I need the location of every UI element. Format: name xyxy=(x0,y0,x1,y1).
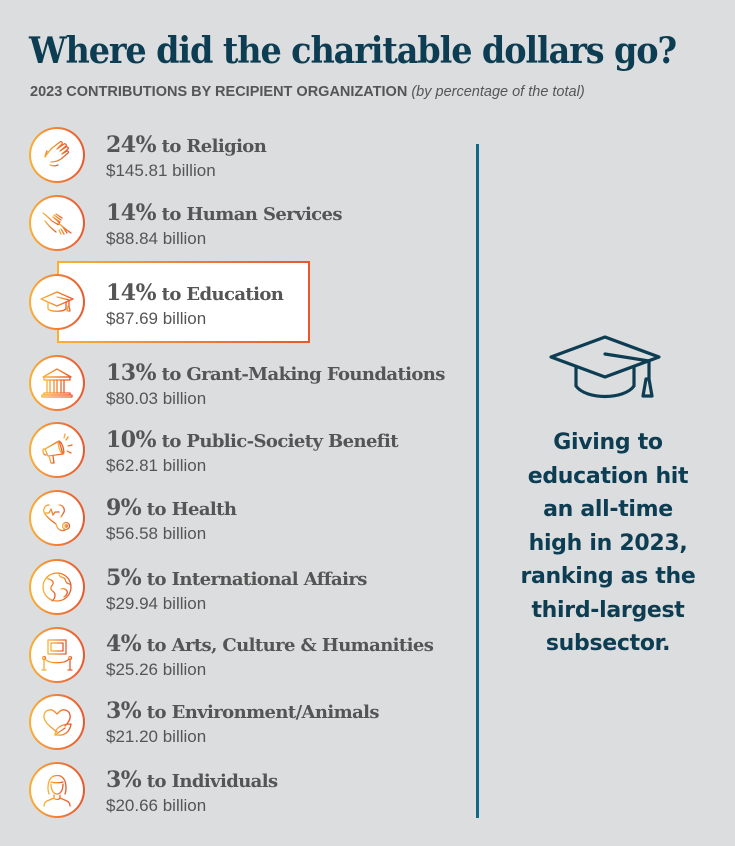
subtitle-note: (by percentage of the total) xyxy=(411,84,585,100)
list-item-arts-culture-humanities: 4% to Arts, Culture & Humanities $25.26 … xyxy=(0,0,460,683)
item-amount: $56.58 billion xyxy=(106,524,207,543)
item-amount: $20.66 billion xyxy=(106,796,207,815)
person-icon xyxy=(29,762,85,818)
item-amount: $29.94 billion xyxy=(106,594,207,613)
item-amount: $21.20 billion xyxy=(106,727,207,746)
item-label: 3% to Individuals xyxy=(106,767,278,793)
item-amount: $145.81 billion xyxy=(106,161,216,180)
list-item-public-society-benefit: 10% to Public-Society Benefit $62.81 bil… xyxy=(0,0,460,478)
education-callout: Giving to education hit an all-time high… xyxy=(488,426,728,661)
callout-line: third-largest xyxy=(531,597,685,623)
education-highlight-box xyxy=(57,261,310,343)
callout-line: subsector. xyxy=(545,631,671,656)
vertical-divider xyxy=(476,144,479,818)
item-amount: $25.26 billion xyxy=(106,660,207,679)
item-label: 9% to Health xyxy=(106,495,237,521)
item-label: 5% to International Affairs xyxy=(106,565,367,591)
item-label: 4% to Arts, Culture & Humanities xyxy=(106,631,434,657)
helping-hands-icon xyxy=(29,195,85,251)
item-label: 10% to Public-Society Benefit xyxy=(106,427,399,453)
callout-line: high in 2023, xyxy=(528,530,688,556)
item-amount: $80.03 billion xyxy=(106,389,207,408)
item-label: 13% to Grant-Making Foundations xyxy=(106,360,445,386)
graduation-cap-icon xyxy=(29,274,85,330)
globe-icon xyxy=(29,559,85,615)
heart-leaf-icon xyxy=(29,694,85,750)
list-item-international-affairs: 5% to International Affairs $29.94 billi… xyxy=(0,0,460,615)
item-label: 14% to Education xyxy=(106,280,284,306)
item-amount: $87.69 billion xyxy=(106,309,207,328)
list-item-education: 14% to Education $87.69 billion xyxy=(0,0,460,330)
callout-line: an all-time xyxy=(543,497,673,522)
page-title: Where did the charitable dollars go? xyxy=(29,30,677,72)
graduation-cap-icon xyxy=(549,335,661,398)
list-item-grant-making-foundations: 13% to Grant-Making Foundations $80.03 b… xyxy=(0,0,460,411)
subtitle-caps: 2023 CONTRIBUTIONS BY RECIPIENT ORGANIZA… xyxy=(30,84,408,100)
item-amount: $88.84 billion xyxy=(106,229,207,248)
subtitle: 2023 CONTRIBUTIONS BY RECIPIENT ORGANIZA… xyxy=(30,84,585,100)
building-columns-icon xyxy=(29,355,85,411)
item-amount: $62.81 billion xyxy=(106,456,207,475)
list-item-health: 9% to Health $56.58 billion xyxy=(0,0,460,546)
callout-line: Giving to xyxy=(553,430,663,455)
item-label: 3% to Environment/Animals xyxy=(106,698,380,724)
stethoscope-icon xyxy=(29,490,85,546)
list-item-religion: 24% to Religion $145.81 billion xyxy=(0,0,460,183)
praying-hands-icon xyxy=(29,127,85,183)
item-label: 24% to Religion xyxy=(106,132,267,158)
megaphone-icon xyxy=(29,422,85,478)
list-item-individuals: 3% to Individuals $20.66 billion xyxy=(0,0,460,818)
list-item-environment-animals: 3% to Environment/Animals $21.20 billion xyxy=(0,0,460,750)
item-label: 14% to Human Services xyxy=(106,200,343,226)
museum-frame-icon xyxy=(29,627,85,683)
callout-line: education hit xyxy=(527,463,689,489)
callout-line: ranking as the xyxy=(520,564,696,589)
list-item-human-services: 14% to Human Services $88.84 billion xyxy=(0,0,460,251)
